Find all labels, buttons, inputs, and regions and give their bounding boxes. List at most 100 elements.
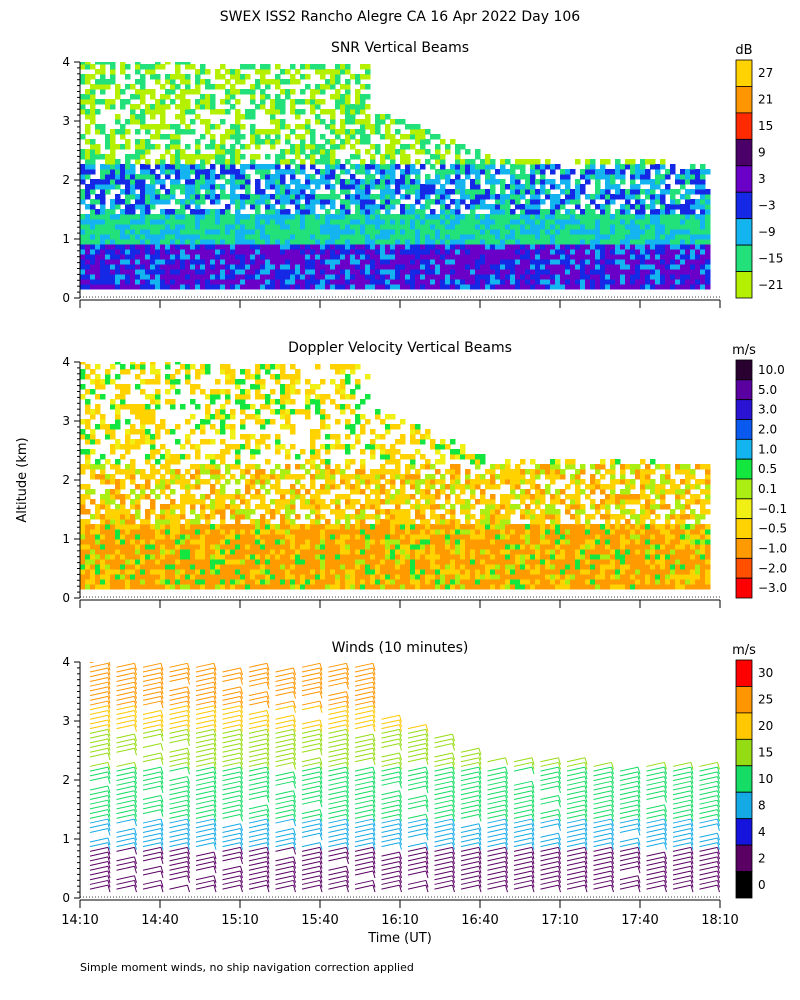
heatmap-cell	[355, 194, 361, 200]
heatmap-cell	[210, 224, 216, 230]
heatmap-cell	[155, 549, 161, 555]
heatmap-cell	[380, 119, 386, 125]
heatmap-cell	[580, 259, 586, 265]
heatmap-cell	[375, 184, 381, 190]
heatmap-cell	[605, 279, 611, 285]
heatmap-cell	[555, 239, 561, 245]
heatmap-cell	[425, 204, 431, 210]
heatmap-cell	[585, 159, 591, 165]
heatmap-cell	[185, 199, 191, 205]
heatmap-cell	[215, 219, 221, 225]
heatmap-cell	[210, 549, 216, 555]
heatmap-cell	[510, 274, 516, 280]
heatmap-cell	[440, 139, 446, 145]
heatmap-cell	[155, 74, 161, 80]
heatmap-cell	[305, 209, 311, 215]
heatmap-cell	[630, 229, 636, 235]
heatmap-cell	[520, 259, 526, 265]
heatmap-cell	[570, 244, 576, 250]
heatmap-cell	[455, 269, 461, 275]
heatmap-cell	[350, 129, 356, 135]
heatmap-cell	[630, 279, 636, 285]
heatmap-cell	[640, 254, 646, 260]
heatmap-cell	[90, 474, 96, 480]
heatmap-cell	[90, 499, 96, 505]
heatmap-cell	[330, 169, 336, 175]
heatmap-cell	[185, 564, 191, 570]
heatmap-cell	[520, 164, 526, 170]
heatmap-cell	[625, 264, 631, 270]
heatmap-cell	[595, 284, 601, 290]
heatmap-cell	[140, 539, 146, 545]
heatmap-cell	[405, 134, 411, 140]
heatmap-cell	[90, 184, 96, 190]
heatmap-cell	[175, 479, 181, 485]
heatmap-cell	[465, 189, 471, 195]
heatmap-cell	[490, 219, 496, 225]
heatmap-cell	[80, 559, 86, 565]
heatmap-cell	[570, 279, 576, 285]
heatmap-cell	[475, 149, 481, 155]
heatmap-cell	[525, 189, 531, 195]
heatmap-cell	[170, 179, 176, 185]
heatmap-cell	[415, 224, 421, 230]
heatmap-cell	[465, 169, 471, 175]
heatmap-cell	[375, 119, 381, 125]
heatmap-cell	[115, 414, 121, 420]
heatmap-cell	[110, 539, 116, 545]
heatmap-cell	[500, 239, 506, 245]
heatmap-cell	[650, 274, 656, 280]
heatmap-cell	[165, 199, 171, 205]
heatmap-cell	[345, 94, 351, 100]
heatmap-cell	[270, 409, 276, 415]
heatmap-cell	[255, 574, 261, 580]
heatmap-cell	[120, 479, 126, 485]
heatmap-cell	[410, 244, 416, 250]
heatmap-cell	[195, 424, 201, 430]
heatmap-cell	[475, 194, 481, 200]
heatmap-cell	[110, 364, 116, 370]
heatmap-cell	[335, 69, 341, 75]
colorbar-label: −0.5	[758, 522, 787, 536]
heatmap-cell	[340, 224, 346, 230]
heatmap-cell	[200, 554, 206, 560]
heatmap-cell	[440, 219, 446, 225]
heatmap-cell	[510, 214, 516, 220]
heatmap-cell	[340, 254, 346, 260]
heatmap-cell	[275, 539, 281, 545]
heatmap-cell	[130, 504, 136, 510]
heatmap-cell	[520, 224, 526, 230]
heatmap-cell	[85, 569, 91, 575]
heatmap-cell	[255, 244, 261, 250]
heatmap-cell	[425, 129, 431, 135]
heatmap-cell	[265, 579, 271, 585]
heatmap-cell	[225, 284, 231, 290]
heatmap-cell	[85, 264, 91, 270]
heatmap-cell	[160, 254, 166, 260]
heatmap-cell	[240, 194, 246, 200]
heatmap-cell	[240, 584, 246, 590]
heatmap-cell	[170, 74, 176, 80]
y-tick-label: 1	[62, 232, 70, 246]
heatmap-cell	[90, 544, 96, 550]
heatmap-cell	[220, 214, 226, 220]
heatmap-cell	[605, 274, 611, 280]
heatmap-cell	[705, 244, 711, 250]
heatmap-cell	[300, 224, 306, 230]
heatmap-cell	[115, 539, 121, 545]
heatmap-cell	[85, 549, 91, 555]
heatmap-cell	[370, 229, 376, 235]
heatmap-cell	[205, 574, 211, 580]
heatmap-cell	[610, 199, 616, 205]
heatmap-cell	[155, 269, 161, 275]
heatmap-cell	[175, 504, 181, 510]
heatmap-cell	[560, 204, 566, 210]
heatmap-cell	[245, 524, 251, 530]
heatmap-cell	[200, 569, 206, 575]
heatmap-cell	[115, 409, 121, 415]
heatmap-cell	[145, 434, 151, 440]
heatmap-cell	[280, 534, 286, 540]
heatmap-cell	[260, 549, 266, 555]
heatmap-cell	[175, 234, 181, 240]
heatmap-cell	[440, 234, 446, 240]
